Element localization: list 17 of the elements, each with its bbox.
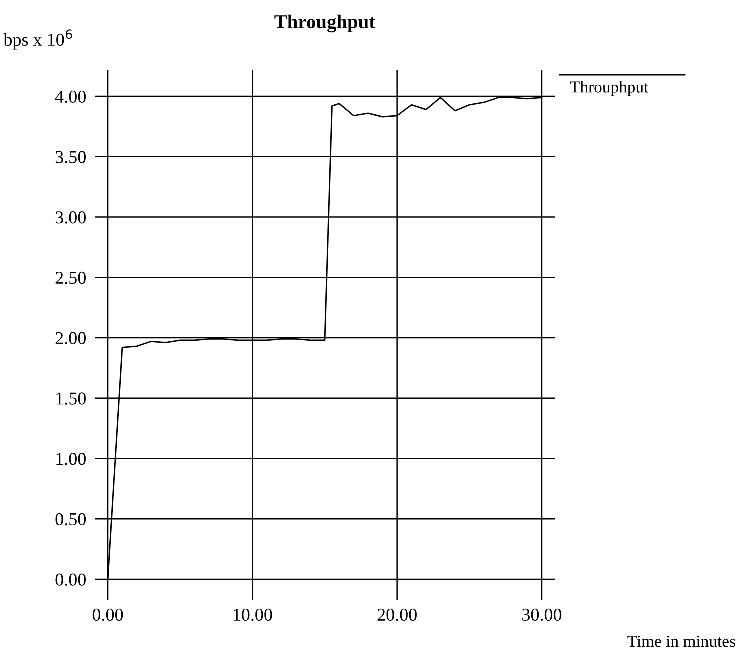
x-tick-label: 10.00 xyxy=(234,608,272,622)
x-tick-label: 0.00 xyxy=(92,608,124,622)
y-tick-label: 3.00 xyxy=(56,212,86,224)
x-axis-title: Time in minutes xyxy=(628,636,736,648)
y-tick-label: 0.00 xyxy=(56,574,86,586)
y-tick-label: 1.00 xyxy=(56,453,86,466)
y-tick-label: 0.50 xyxy=(56,513,86,526)
y-tick-label: 4.00 xyxy=(55,90,86,104)
y-tick-label: 3.50 xyxy=(56,151,86,164)
x-tick-label: 20.00 xyxy=(378,608,417,622)
y-axis-title: bps x 10$^{6}$ xyxy=(4,30,72,50)
y-tick-label: 2.50 xyxy=(56,272,86,284)
x-tick-label: 30.00 xyxy=(522,608,562,622)
y-tick-label: 2.00 xyxy=(56,332,86,345)
series-label: Throuphput xyxy=(570,81,649,96)
chart-title: Throughput xyxy=(274,14,376,33)
y-tick-label: 1.50 xyxy=(56,392,86,405)
